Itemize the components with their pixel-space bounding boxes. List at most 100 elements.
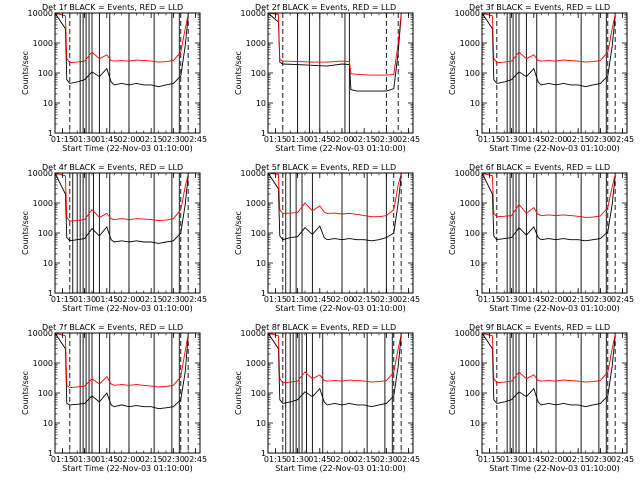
y-tick-label: 10 bbox=[43, 99, 53, 108]
x-tick-label: 01:45 bbox=[95, 295, 118, 304]
plot-area bbox=[482, 173, 616, 293]
chart-panel: Det 1f BLACK = Events, RED = LLD 1 10 100 10… bbox=[21, 3, 207, 153]
events-series-line bbox=[482, 333, 616, 408]
plot-frame bbox=[481, 172, 628, 294]
plot-frame bbox=[481, 12, 628, 134]
y-tick-label: 10000 bbox=[455, 169, 480, 178]
x-axis-label: Start Time (22-Nov-03 01:10:00) bbox=[62, 144, 192, 153]
x-tick-label: 02:30 bbox=[375, 135, 398, 144]
x-tick-label: 02:30 bbox=[162, 455, 185, 464]
x-tick-label: 02:45 bbox=[611, 295, 634, 304]
chart-panel: Det 4f BLACK = Events, RED = LLD 1 10 100 10… bbox=[21, 163, 207, 313]
x-axis-label: Start Time (22-Nov-03 01:10:00) bbox=[275, 304, 405, 313]
y-tick-label: 10 bbox=[256, 419, 266, 428]
lld-series-line bbox=[55, 13, 189, 64]
y-tick-label: 1000 bbox=[460, 359, 480, 368]
x-tick-label: 02:30 bbox=[589, 455, 612, 464]
y-tick-label: 100 bbox=[251, 389, 266, 398]
x-tick-label: 02:00 bbox=[330, 295, 353, 304]
events-series-line bbox=[268, 13, 402, 92]
plot-area bbox=[268, 333, 402, 453]
y-tick-label: 10000 bbox=[455, 329, 480, 338]
y-tick-label: 1 bbox=[261, 289, 266, 298]
y-tick-label: 1000 bbox=[33, 39, 53, 48]
y-tick-label: 10 bbox=[43, 419, 53, 428]
x-tick-label: 01:15 bbox=[51, 135, 74, 144]
chart-panel: Det 5f BLACK = Events, RED = LLD 1 10 100 10… bbox=[234, 163, 420, 313]
y-tick-label: 10000 bbox=[241, 329, 266, 338]
y-tick-label: 1000 bbox=[246, 199, 266, 208]
y-tick-label: 1000 bbox=[33, 199, 53, 208]
chart-panel: Det 9f BLACK = Events, RED = LLD 1 10 100 10… bbox=[448, 323, 634, 473]
plot-area bbox=[482, 13, 616, 133]
x-tick-label: 01:45 bbox=[308, 455, 331, 464]
x-tick-label: 01:15 bbox=[264, 135, 287, 144]
x-tick-label: 02:30 bbox=[589, 295, 612, 304]
x-tick-label: 02:45 bbox=[611, 135, 634, 144]
y-tick-label: 1000 bbox=[460, 199, 480, 208]
x-tick-label: 01:30 bbox=[73, 295, 96, 304]
y-tick-label: 100 bbox=[38, 229, 53, 238]
x-tick-label: 02:00 bbox=[330, 135, 353, 144]
y-tick-label: 1 bbox=[261, 449, 266, 458]
x-tick-label: 01:30 bbox=[286, 295, 309, 304]
x-tick-label: 01:45 bbox=[95, 135, 118, 144]
x-tick-label: 01:30 bbox=[500, 295, 523, 304]
x-tick-label: 02:30 bbox=[589, 135, 612, 144]
lld-series-line bbox=[482, 333, 616, 384]
x-tick-label: 02:45 bbox=[397, 455, 420, 464]
x-tick-label: 02:00 bbox=[117, 455, 140, 464]
lld-series-line bbox=[55, 173, 189, 222]
chart-panel: Det 3f BLACK = Events, RED = LLD 1 10 100 10… bbox=[448, 3, 634, 153]
events-series-line bbox=[55, 333, 189, 410]
chart-title: Det 9f BLACK = Events, RED = LLD bbox=[469, 323, 610, 332]
lld-series-line bbox=[268, 13, 402, 76]
x-tick-label: 02:45 bbox=[184, 295, 207, 304]
x-tick-label: 02:45 bbox=[397, 295, 420, 304]
y-tick-label: 10 bbox=[256, 99, 266, 108]
y-tick-label: 10000 bbox=[28, 329, 53, 338]
x-tick-label: 02:00 bbox=[544, 295, 567, 304]
plot-area bbox=[55, 173, 189, 293]
lld-series-line bbox=[482, 173, 616, 218]
x-tick-label: 01:45 bbox=[522, 455, 545, 464]
y-axis-label: Counts/sec bbox=[234, 371, 243, 415]
y-tick-label: 100 bbox=[38, 69, 53, 78]
chart-panel: Det 7f BLACK = Events, RED = LLD 1 10 100 10… bbox=[21, 323, 207, 473]
x-tick-label: 01:45 bbox=[95, 455, 118, 464]
y-axis-label: Counts/sec bbox=[448, 371, 457, 415]
x-tick-label: 01:15 bbox=[51, 295, 74, 304]
x-tick-label: 01:30 bbox=[500, 135, 523, 144]
x-tick-label: 02:00 bbox=[330, 455, 353, 464]
x-axis-label: Start Time (22-Nov-03 01:10:00) bbox=[489, 144, 619, 153]
y-axis-label: Counts/sec bbox=[448, 211, 457, 255]
x-tick-label: 02:00 bbox=[544, 135, 567, 144]
lld-series-line bbox=[482, 13, 616, 64]
events-series-line bbox=[268, 333, 402, 408]
y-tick-label: 1 bbox=[261, 129, 266, 138]
events-series-line bbox=[55, 173, 189, 244]
y-axis-label: Counts/sec bbox=[448, 51, 457, 95]
chart-title: Det 8f BLACK = Events, RED = LLD bbox=[255, 323, 396, 332]
x-tick-label: 01:30 bbox=[500, 455, 523, 464]
y-tick-label: 100 bbox=[465, 69, 480, 78]
x-tick-label: 01:45 bbox=[308, 295, 331, 304]
y-axis-label: Counts/sec bbox=[21, 51, 30, 95]
x-tick-label: 02:15 bbox=[567, 295, 590, 304]
x-tick-label: 02:00 bbox=[544, 455, 567, 464]
x-tick-label: 01:30 bbox=[286, 135, 309, 144]
chart-title: Det 4f BLACK = Events, RED = LLD bbox=[42, 163, 183, 172]
x-axis-label: Start Time (22-Nov-03 01:10:00) bbox=[62, 304, 192, 313]
x-tick-label: 02:00 bbox=[117, 135, 140, 144]
x-tick-label: 01:15 bbox=[478, 295, 501, 304]
plot-area bbox=[482, 333, 616, 453]
x-tick-label: 02:45 bbox=[184, 455, 207, 464]
x-tick-label: 02:45 bbox=[184, 135, 207, 144]
x-tick-label: 01:30 bbox=[73, 455, 96, 464]
x-tick-label: 01:45 bbox=[522, 295, 545, 304]
y-tick-label: 10000 bbox=[241, 169, 266, 178]
x-tick-label: 01:30 bbox=[73, 135, 96, 144]
y-tick-label: 1 bbox=[475, 289, 480, 298]
lld-series-line bbox=[55, 333, 189, 389]
y-tick-label: 10000 bbox=[241, 9, 266, 18]
